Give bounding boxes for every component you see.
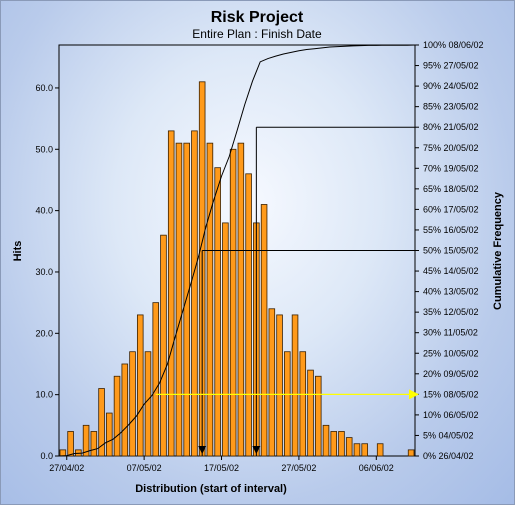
histogram-bar: [260, 204, 268, 457]
x-tick-label: 27/04/02: [49, 463, 84, 473]
histogram-bar: [167, 130, 175, 457]
y2-tick-label: 35% 12/05/02: [423, 307, 479, 317]
y2-tick-label: 10% 06/05/02: [423, 410, 479, 420]
y2-tick-label: 40% 13/05/02: [423, 287, 479, 297]
y-tick-label: 10.0: [35, 390, 53, 400]
y2-tick-label: 20% 09/05/02: [423, 369, 479, 379]
histogram-bar: [90, 431, 98, 457]
y-tick-label: 0.0: [40, 451, 53, 461]
y2-tick-label: 0% 26/04/02: [423, 451, 474, 461]
chart-title: Risk Project: [211, 9, 304, 26]
histogram-bar: [407, 449, 415, 457]
y2-axis-title: Cumulative Frequency: [492, 191, 504, 310]
histogram-bar: [268, 308, 276, 457]
y2-tick-label: 15% 08/05/02: [423, 389, 479, 399]
y-tick-label: 40.0: [35, 206, 53, 216]
histogram-bar: [191, 130, 198, 457]
percentile-15-arrow: [409, 389, 419, 400]
histogram-bar: [214, 167, 221, 457]
y2-tick-label: 75% 20/05/02: [423, 143, 479, 153]
histogram-bar: [160, 234, 167, 457]
y2-tick-label: 70% 19/05/02: [423, 163, 479, 173]
y2-tick-label: 80% 21/05/02: [423, 122, 479, 132]
histogram-bar: [314, 375, 322, 457]
plot-area: 0.0 10.0 20.0 30.0 40.0 50.0 60.0 0% 26/04/02 5%…: [35, 40, 483, 473]
y2-tick-label: 30% 11/05/02: [423, 328, 478, 338]
x-tick-label: 06/06/02: [359, 463, 394, 473]
y-tick-label: 30.0: [35, 267, 53, 277]
x-axis-title: Distribution (start of interval): [135, 483, 287, 495]
cumulative-frequency-curve: [58, 44, 416, 457]
histogram-bar: [175, 142, 183, 457]
histogram-bar: [67, 431, 74, 457]
histogram-bar: [322, 424, 330, 457]
y-tick-label: 20.0: [35, 328, 53, 338]
histogram-bar: [345, 437, 353, 457]
histogram-bar: [222, 222, 229, 457]
y-axis-title: Hits: [12, 241, 24, 262]
histogram-bar: [129, 351, 136, 457]
y2-tick-label: 60% 17/05/02: [423, 204, 479, 214]
y2-tick-label: 5% 04/05/02: [423, 430, 474, 440]
histogram-bar: [106, 412, 113, 457]
y2-tick-label: 95% 27/05/02: [423, 61, 479, 71]
histogram-bar: [245, 173, 252, 457]
chart-subtitle: Entire Plan : Finish Date: [192, 27, 322, 41]
y2-tick-label: 90% 24/05/02: [423, 81, 479, 91]
histogram-bar: [82, 424, 90, 457]
histogram-bar: [121, 363, 129, 457]
y2-tick-label: 25% 10/05/02: [423, 348, 479, 358]
histogram-bar: [152, 302, 160, 457]
x-tick-label: 17/05/02: [204, 463, 239, 473]
histogram-bar: [98, 388, 105, 457]
histogram-bar: [229, 148, 237, 457]
histogram-bar: [353, 443, 361, 457]
histogram-bar: [136, 314, 144, 457]
histogram-bar: [237, 142, 245, 457]
histogram-bar: [361, 443, 368, 457]
y2-tick-label: 85% 23/05/02: [423, 102, 479, 112]
y2-tick-label: 55% 16/05/02: [423, 225, 479, 235]
histogram-bar: [307, 369, 314, 457]
histogram-bar: [59, 449, 67, 457]
percentile-marker: [198, 446, 207, 454]
histogram-bar: [376, 443, 384, 457]
x-tick-label: 07/05/02: [127, 463, 162, 473]
histogram-bar: [144, 351, 152, 457]
y2-tick-label: 65% 18/05/02: [423, 184, 479, 194]
y-tick-label: 60.0: [35, 83, 53, 93]
y2-tick-label: 50% 15/05/02: [423, 246, 479, 256]
histogram-bar: [284, 351, 291, 457]
y2-tick-label: 100% 08/06/02: [423, 40, 484, 50]
histogram-bar: [291, 314, 299, 457]
histogram-bar: [113, 375, 121, 457]
y-tick-label: 50.0: [35, 144, 53, 154]
histogram-bar: [276, 314, 283, 457]
y2-tick-label: 45% 14/05/02: [423, 266, 479, 276]
histogram-bar: [299, 351, 307, 457]
x-tick-label: 27/05/02: [281, 463, 316, 473]
histogram-bar: [330, 431, 338, 457]
histogram-bar: [183, 142, 190, 457]
histogram-bar: [338, 431, 345, 457]
percentile-marker: [252, 446, 261, 454]
histogram-bar: [206, 142, 214, 457]
